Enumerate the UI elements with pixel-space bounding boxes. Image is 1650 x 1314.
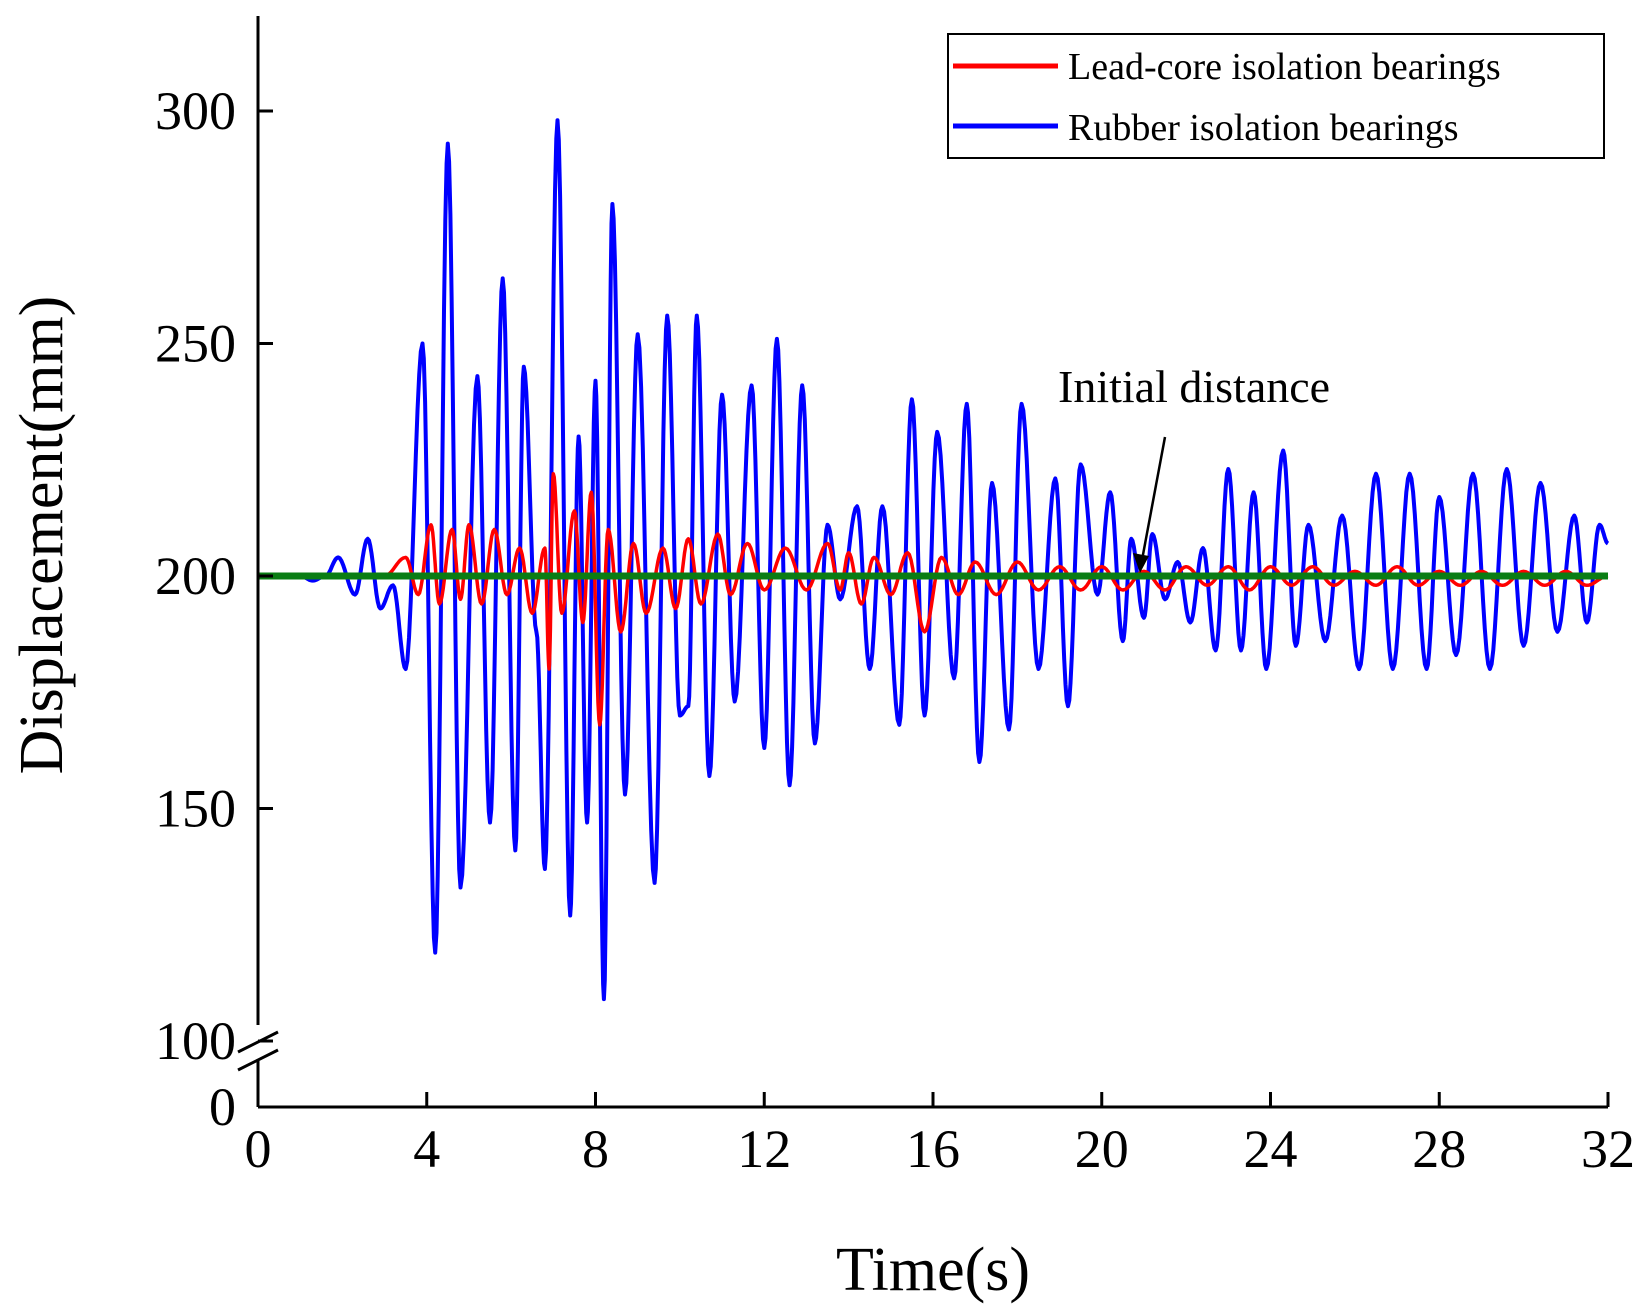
x-tick-label: 16 [906,1119,960,1179]
x-axis-title: Time(s) [836,1236,1030,1304]
annotation-arrow-line [1140,436,1167,561]
series-line-lead-core [258,471,1609,727]
x-tick-label: 8 [582,1119,609,1179]
initial-distance-annotation: Initial distance [1058,361,1330,573]
legend-label-rubber: Rubber isolation bearings [1068,107,1458,149]
y-tick-label: 250 [155,314,236,374]
x-ticks: 0 4 8 12 16 20 24 28 32 [245,1092,1635,1179]
x-tick-label: 12 [737,1119,791,1179]
series-line-rubber [258,118,1610,1002]
x-tick-label: 28 [1412,1119,1466,1179]
axis-break-slash-bottom [237,1048,279,1072]
x-tick-label: 32 [1581,1119,1635,1179]
x-tick-label: 4 [413,1119,440,1179]
legend: Lead-core isolation bearings Rubber isol… [947,33,1605,159]
plot-lines [258,118,1610,1002]
y-axis-title: Displacement(mm) [8,296,76,775]
y-tick-label: 300 [155,81,236,141]
y-tick-label: 0 [209,1077,236,1137]
annotation-arrow-head [1133,553,1149,573]
x-tick-label: 0 [245,1119,272,1179]
annotation-text: Initial distance [1058,361,1330,412]
legend-box [947,33,1605,159]
x-tick-label: 20 [1075,1119,1129,1179]
legend-label-lead-core: Lead-core isolation bearings [1068,46,1501,88]
y-tick-label: 200 [155,546,236,606]
x-tick-label: 24 [1244,1119,1298,1179]
y-tick-label: 150 [155,779,236,839]
y-tick-label: 100 [155,1011,236,1071]
